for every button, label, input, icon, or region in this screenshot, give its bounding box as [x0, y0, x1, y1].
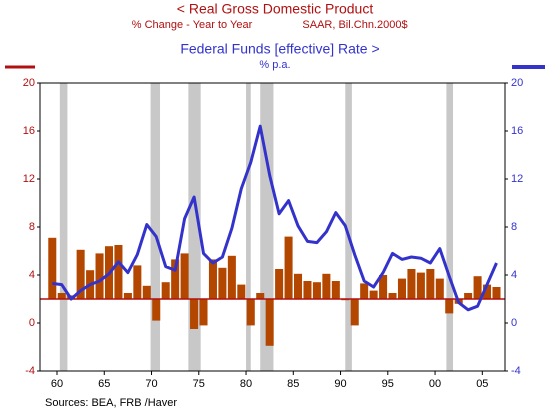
bar	[435, 278, 444, 299]
bar	[379, 275, 388, 299]
bar	[407, 269, 416, 299]
x-tick-label: 75	[193, 378, 205, 390]
x-tick-label: 90	[334, 378, 346, 390]
bar	[218, 267, 227, 299]
bar	[360, 283, 369, 299]
bar	[473, 276, 482, 299]
bar	[397, 278, 406, 299]
bar	[445, 299, 454, 314]
bar	[180, 253, 189, 299]
bar	[142, 285, 151, 299]
x-tick-label: 70	[145, 378, 157, 390]
bar	[369, 290, 378, 299]
y-tick-label: -4	[25, 365, 35, 377]
bar	[123, 293, 132, 299]
bar	[95, 253, 104, 299]
y2-tick-label: 12	[511, 173, 523, 185]
series-unit: % p.a.	[259, 59, 290, 71]
bar	[483, 284, 492, 299]
series-title: Federal Funds [effective] Rate >	[180, 41, 379, 57]
bar	[152, 299, 161, 321]
bar	[208, 259, 217, 299]
y-tick-label: 8	[29, 221, 35, 233]
x-tick-label: 80	[240, 378, 252, 390]
bar	[388, 293, 397, 299]
bar	[114, 245, 123, 299]
bar	[426, 269, 435, 299]
line	[52, 124, 498, 312]
y-tick-label: 4	[29, 269, 35, 281]
bar	[464, 293, 473, 299]
bar	[284, 236, 293, 299]
source: Sources: BEA, FRB /Haver	[45, 397, 177, 409]
y2-tick-label: 16	[511, 125, 523, 137]
series-unit: % Change - Year to Year	[132, 19, 253, 31]
bar	[76, 249, 85, 299]
y-tick-label: 0	[29, 317, 35, 329]
recession-band	[345, 83, 352, 371]
bar	[246, 299, 255, 326]
bar	[57, 293, 66, 299]
bar	[492, 287, 501, 299]
bar	[322, 273, 331, 299]
bar	[190, 299, 199, 329]
bar	[265, 299, 274, 346]
y-tick-label: 20	[23, 77, 35, 89]
bar	[331, 281, 340, 299]
bar	[133, 265, 142, 299]
recession-band	[59, 83, 68, 371]
bar	[237, 284, 246, 299]
y2-tick-label: 8	[511, 221, 517, 233]
bar	[275, 269, 284, 299]
recession-band	[446, 83, 454, 371]
bar	[294, 273, 303, 299]
bar	[171, 259, 180, 299]
bar	[256, 293, 265, 299]
y2-tick-label: 0	[511, 317, 517, 329]
y2-tick-label: -4	[511, 365, 521, 377]
y-tick-label: 16	[23, 125, 35, 137]
recession-band	[150, 83, 161, 371]
x-tick-label: 85	[287, 378, 299, 390]
series-title: < Real Gross Domestic Product	[177, 1, 374, 17]
series-note: SAAR, Bil.Chn.2000$	[302, 19, 407, 31]
bar	[303, 281, 312, 299]
bar	[312, 282, 321, 299]
recession-band	[246, 83, 251, 371]
y-tick-label: 12	[23, 173, 35, 185]
bar	[350, 299, 359, 326]
bar	[416, 272, 425, 299]
y2-tick-label: 20	[511, 77, 523, 89]
x-tick-label: 00	[429, 378, 441, 390]
x-tick-label: 95	[382, 378, 394, 390]
y2-tick-label: 4	[511, 269, 517, 281]
bar	[199, 299, 208, 326]
x-tick-label: 60	[51, 378, 63, 390]
bar	[161, 282, 170, 299]
bar	[227, 255, 236, 299]
plot-frame	[39, 82, 506, 372]
x-tick-label: 65	[98, 378, 110, 390]
x-tick-label: 05	[476, 378, 488, 390]
bar	[48, 237, 57, 299]
